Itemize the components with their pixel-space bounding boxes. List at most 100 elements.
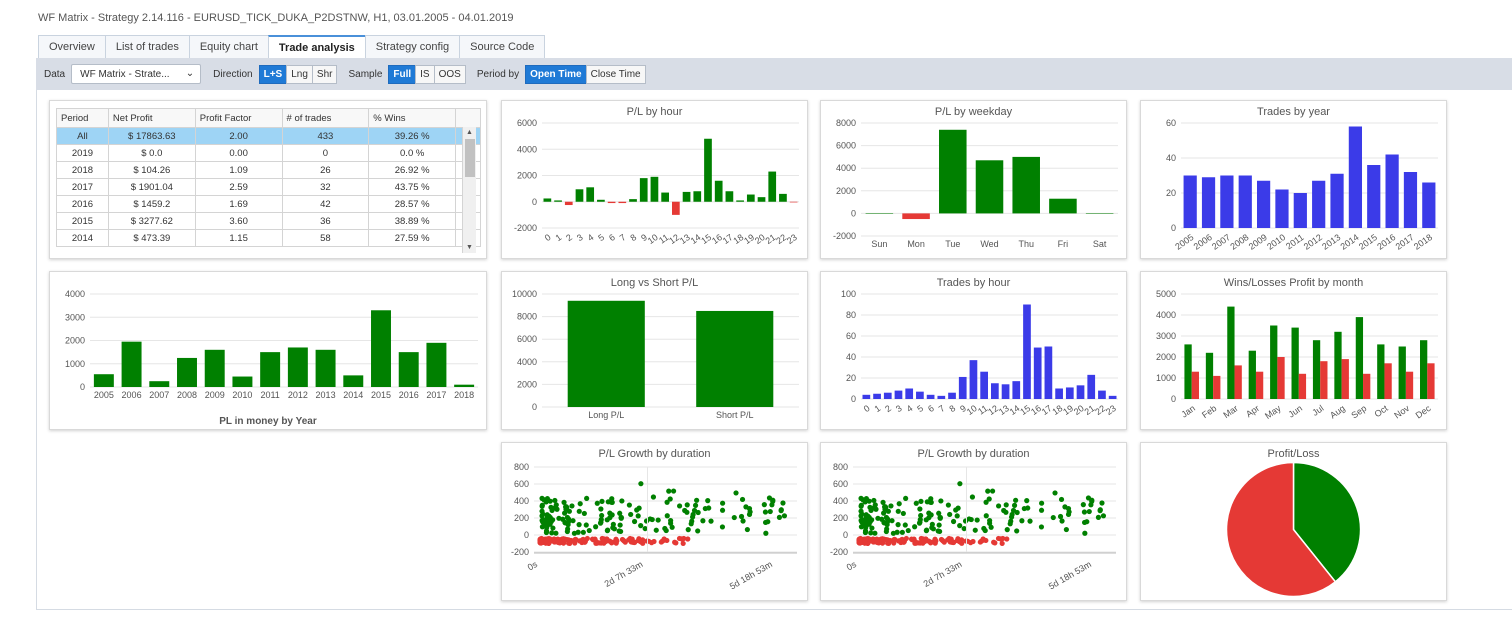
- x-tick-label: 12: [667, 232, 681, 246]
- scatter-point: [692, 502, 699, 508]
- bar: [1044, 346, 1053, 399]
- table-row[interactable]: 2015 $ 3277.62 3.60 36 38.89 %: [56, 212, 481, 230]
- y-tick-label: 0: [843, 530, 848, 540]
- table-cell: 1.09: [194, 161, 283, 179]
- scatter-point: [684, 502, 690, 508]
- y-tick-label: 2000: [1156, 352, 1176, 362]
- scatter-point: [565, 519, 571, 525]
- scatter-point: [626, 502, 632, 508]
- col-filler: [455, 108, 481, 128]
- bar: [1248, 350, 1256, 399]
- scatter-point: [1009, 511, 1015, 518]
- bar: [618, 201, 627, 204]
- scatter-point: [1014, 528, 1020, 534]
- table-cell: 58: [281, 229, 370, 247]
- direction-long-button[interactable]: Lng: [286, 64, 313, 84]
- analysis-content: [36, 90, 1512, 610]
- table-cell: 3.60: [194, 212, 283, 230]
- table-row[interactable]: 2016 $ 1459.2 1.69 42 28.57 %: [56, 195, 481, 213]
- tab-list-of-trades[interactable]: List of trades: [104, 35, 190, 58]
- scatter-point: [945, 502, 951, 508]
- table-row[interactable]: 2018 $ 104.26 1.09 26 26.92 %: [56, 161, 481, 179]
- x-tick-label: Sep: [1349, 403, 1368, 420]
- scatter-point: [986, 496, 992, 502]
- bar: [873, 393, 881, 399]
- scatter-point: [954, 513, 960, 519]
- scatter-point: [562, 510, 568, 516]
- col-percent-wins[interactable]: % Wins: [368, 108, 457, 128]
- scatter-point: [583, 522, 589, 528]
- table-cell: 39.26 %: [368, 127, 457, 145]
- tab-overview[interactable]: Overview: [38, 35, 106, 58]
- scatter-point: [621, 538, 627, 544]
- x-tick-label: 10: [646, 232, 660, 246]
- scatter-point: [738, 513, 745, 520]
- table-cell: 28.57 %: [368, 195, 457, 213]
- scatter-point: [1099, 500, 1105, 506]
- scatter-point: [1014, 509, 1020, 516]
- scatter-point: [731, 514, 737, 521]
- bar: [607, 201, 616, 204]
- direction-label: Direction: [213, 68, 253, 80]
- table-row[interactable]: All $ 17863.63 2.00 433 39.26 %: [56, 127, 481, 145]
- data-dropdown[interactable]: WF Matrix - Strate... ⌄: [71, 64, 202, 84]
- scatter-point: [544, 512, 550, 518]
- bar: [1255, 371, 1264, 399]
- x-tick-label: 2016: [399, 390, 419, 400]
- scroll-down-icon[interactable]: ▼: [466, 244, 473, 251]
- table-row[interactable]: 2014 $ 473.39 1.15 58 27.59 %: [56, 229, 481, 247]
- x-tick-label: 2007: [1210, 232, 1232, 252]
- col-period[interactable]: Period: [56, 108, 109, 128]
- x-tick-label: 23: [1104, 403, 1118, 417]
- scatter-point: [1003, 502, 1009, 508]
- y-tick-label: 20: [1166, 188, 1176, 198]
- scatter-point: [858, 502, 864, 508]
- x-tick-label: 2011: [260, 390, 279, 400]
- tab-strategy-config[interactable]: Strategy config: [364, 35, 461, 58]
- tab-trade-analysis[interactable]: Trade analysis: [267, 35, 366, 59]
- period-close-time-button[interactable]: Close Time: [585, 64, 646, 84]
- table-cell: $ 1459.2: [107, 195, 196, 213]
- table-cell: $ 473.39: [107, 229, 196, 247]
- scatter-point: [1059, 518, 1065, 524]
- bar: [1377, 344, 1385, 399]
- scatter-point: [912, 524, 918, 530]
- bar: [597, 199, 605, 202]
- scatter-point: [572, 536, 578, 542]
- scatter-point: [969, 494, 976, 500]
- table-scrollbar[interactable]: ▲ ▼: [462, 127, 476, 253]
- scatter-point: [1027, 518, 1033, 524]
- col-net-profit[interactable]: Net Profit: [107, 108, 196, 128]
- scatter-point: [968, 516, 974, 523]
- table-row[interactable]: 2017 $ 1901.04 2.59 32 43.75 %: [56, 178, 481, 196]
- scroll-up-icon[interactable]: ▲: [466, 129, 473, 136]
- y-tick-label: 6000: [517, 334, 537, 344]
- period-open-time-button[interactable]: Open Time: [525, 64, 587, 84]
- table-row[interactable]: 2019 $ 0.0 0.00 0 0.0 %: [56, 144, 481, 162]
- bar: [937, 395, 946, 399]
- scatter-point: [553, 502, 559, 508]
- tab-source-code[interactable]: Source Code: [459, 35, 546, 58]
- scatter-point: [598, 517, 604, 523]
- scatter-point: [628, 511, 634, 518]
- tab-equity-chart[interactable]: Equity chart: [188, 35, 269, 58]
- long-vs-short-chart: 0 2000 4000 6000 8000 10000 Long P/L Short P/L L…: [501, 271, 808, 430]
- direction-short-button[interactable]: Shr: [311, 64, 338, 84]
- scrollbar-thumb[interactable]: [465, 139, 475, 177]
- direction-long-short-button[interactable]: L+S: [258, 64, 288, 84]
- bar: [958, 376, 967, 399]
- sample-full-button[interactable]: Full: [388, 64, 417, 84]
- scatter-point: [867, 519, 873, 525]
- col-num-trades[interactable]: # of trades: [281, 108, 370, 128]
- x-tick-label: Sat: [1093, 239, 1107, 249]
- col-profit-factor[interactable]: Profit Factor: [194, 108, 283, 128]
- y-tick-label: 600: [514, 479, 529, 489]
- scatter-point: [589, 536, 596, 542]
- bar: [1385, 154, 1399, 228]
- x-tick-label: 6: [607, 232, 617, 243]
- scatter-point: [566, 508, 572, 514]
- sample-oos-button[interactable]: OOS: [433, 64, 466, 84]
- sample-is-button[interactable]: IS: [415, 64, 435, 84]
- x-tick-label: 1: [554, 232, 564, 243]
